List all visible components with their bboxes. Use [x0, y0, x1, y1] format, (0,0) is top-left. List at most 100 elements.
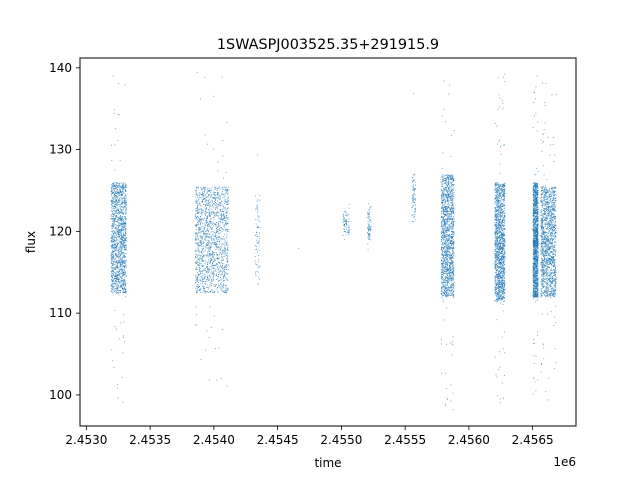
- data-point: [220, 255, 222, 257]
- data-point: [447, 185, 448, 187]
- data-point: [119, 257, 121, 259]
- data-point: [448, 215, 450, 217]
- data-point: [125, 223, 127, 225]
- data-point: [221, 218, 223, 220]
- data-point: [194, 214, 196, 216]
- data-point: [198, 285, 200, 287]
- data-point: [445, 296, 446, 297]
- data-point: [201, 209, 203, 211]
- data-point: [226, 192, 228, 194]
- data-point: [196, 233, 197, 235]
- data-point: [122, 226, 124, 228]
- data-point: [219, 199, 221, 201]
- data-point: [257, 199, 259, 201]
- data-point: [202, 292, 204, 294]
- data-point: [116, 198, 118, 200]
- data-point: [112, 208, 114, 210]
- data-point: [209, 379, 210, 381]
- data-point: [123, 289, 125, 291]
- data-point: [119, 269, 121, 271]
- data-point: [498, 266, 500, 267]
- data-point: [114, 268, 116, 270]
- data-point: [497, 258, 499, 260]
- data-point: [497, 260, 499, 262]
- data-point: [207, 212, 209, 213]
- data-point: [218, 193, 220, 194]
- data-point: [118, 192, 119, 194]
- data-point: [197, 242, 199, 244]
- data-point: [125, 213, 127, 215]
- data-point: [113, 182, 114, 184]
- data-point: [119, 255, 121, 257]
- data-point: [116, 197, 118, 199]
- data-point: [199, 192, 201, 194]
- data-point: [503, 199, 505, 201]
- data-point: [450, 209, 452, 210]
- data-point: [212, 205, 214, 207]
- data-point: [222, 276, 224, 278]
- data-point: [222, 290, 224, 292]
- data-point: [125, 264, 127, 266]
- data-point: [222, 193, 223, 195]
- data-point: [122, 229, 124, 231]
- data-point: [124, 216, 126, 218]
- data-point: [195, 201, 197, 203]
- data-point: [450, 293, 452, 295]
- data-point: [443, 229, 445, 231]
- data-point: [205, 270, 206, 272]
- data-point: [224, 245, 226, 246]
- data-point: [218, 212, 220, 214]
- data-point: [124, 292, 126, 294]
- data-point: [502, 246, 504, 248]
- data-point: [413, 202, 415, 203]
- data-point: [115, 249, 117, 250]
- data-point: [220, 221, 222, 223]
- data-point: [203, 241, 205, 243]
- data-point: [452, 268, 454, 269]
- data-point: [342, 221, 344, 223]
- data-point: [113, 271, 114, 272]
- data-point: [221, 216, 222, 218]
- data-point: [445, 263, 446, 265]
- data-point: [212, 239, 214, 241]
- data-point: [503, 225, 505, 227]
- data-point: [115, 128, 116, 130]
- data-point: [117, 289, 119, 291]
- data-point: [116, 260, 118, 262]
- data-point: [117, 210, 119, 212]
- data-point: [118, 287, 119, 289]
- data-point: [413, 217, 415, 219]
- data-point: [119, 204, 121, 206]
- data-point: [122, 281, 124, 283]
- data-point: [197, 236, 198, 238]
- data-point: [212, 254, 214, 256]
- data-point: [449, 290, 451, 292]
- data-point: [201, 259, 203, 261]
- data-point: [122, 202, 124, 203]
- data-point: [446, 293, 447, 294]
- data-point: [124, 262, 126, 263]
- data-point: [205, 247, 207, 249]
- data-point: [199, 194, 201, 196]
- data-point: [110, 240, 112, 242]
- data-point: [443, 275, 444, 276]
- data-point: [497, 225, 499, 227]
- data-point: [442, 278, 444, 280]
- data-point: [449, 265, 450, 267]
- data-point: [219, 204, 221, 206]
- data-point: [113, 367, 115, 368]
- data-point: [452, 208, 453, 209]
- data-point: [256, 271, 258, 273]
- data-point: [500, 203, 502, 205]
- data-point: [446, 186, 448, 187]
- data-point: [445, 239, 447, 240]
- data-point: [413, 193, 415, 195]
- data-point: [119, 276, 121, 278]
- data-point: [221, 259, 223, 261]
- data-point: [453, 275, 455, 276]
- data-point: [224, 226, 225, 228]
- data-point: [451, 241, 453, 243]
- data-point: [120, 286, 122, 288]
- data-point: [216, 203, 217, 205]
- data-point: [445, 266, 447, 268]
